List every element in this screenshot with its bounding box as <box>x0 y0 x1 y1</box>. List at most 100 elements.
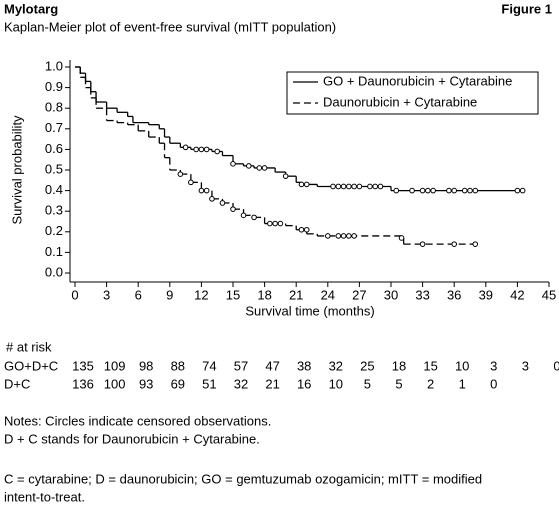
risk-count: 51 <box>202 376 216 391</box>
risk-count: 25 <box>360 358 374 373</box>
x-tick-label: 18 <box>257 287 271 302</box>
censor-mark <box>472 241 479 247</box>
risk-count: 109 <box>104 358 126 373</box>
x-tick-label: 45 <box>542 287 556 302</box>
censor-mark <box>272 220 278 227</box>
censor-mark <box>325 233 331 239</box>
censor-mark <box>214 148 220 155</box>
y-tick-label: 0.7 <box>45 120 63 135</box>
risk-count: 21 <box>265 376 279 391</box>
censor-mark <box>377 183 384 190</box>
x-tick-label: 30 <box>384 287 398 302</box>
censor-mark <box>467 187 473 194</box>
censor-mark <box>409 187 415 194</box>
censor-mark <box>230 161 236 167</box>
y-tick-label: 1.0 <box>45 58 63 73</box>
censor-mark <box>335 183 342 190</box>
censor-mark <box>198 187 205 194</box>
x-tick-label: 12 <box>194 287 208 302</box>
risk-count: 5 <box>395 376 402 391</box>
risk-title: # at risk <box>6 339 52 354</box>
risk-count: 100 <box>104 376 126 391</box>
risk-count: 0 <box>553 358 559 373</box>
risk-count: 136 <box>72 376 94 391</box>
censor-mark <box>340 233 347 239</box>
y-tick-label: 0.3 <box>45 203 63 218</box>
x-tick-label: 9 <box>166 287 173 302</box>
y-tick-label: 0.4 <box>45 182 63 197</box>
censor-mark <box>203 146 210 153</box>
y-tick-label: 0.6 <box>45 141 63 156</box>
risk-row-label: D+C <box>4 376 30 391</box>
censor-mark <box>203 187 210 194</box>
note: Notes: Circles indicate censored observa… <box>4 413 271 428</box>
censor-mark <box>419 241 426 247</box>
risk-count: 47 <box>265 358 279 373</box>
chart-title: Kaplan-Meier plot of event-free survival… <box>4 19 336 34</box>
x-tick-label: 39 <box>479 287 493 302</box>
risk-count: 32 <box>234 376 248 391</box>
x-tick-label: 6 <box>135 287 142 302</box>
censor-mark <box>182 144 189 151</box>
risk-count: 88 <box>171 358 185 373</box>
risk-row-label: GO+D+C <box>4 358 58 373</box>
censor-mark <box>356 183 363 190</box>
x-tick-label: 21 <box>289 287 303 302</box>
risk-count: 98 <box>139 358 153 373</box>
censor-mark <box>267 220 273 227</box>
censor-mark <box>367 183 373 190</box>
legend-label: GO + Daunorubicin + Cytarabine <box>323 73 512 88</box>
censor-mark <box>246 163 252 169</box>
censor-mark <box>346 183 352 190</box>
censor-mark <box>298 181 305 188</box>
censor-mark <box>351 233 357 239</box>
risk-count: 135 <box>72 358 94 373</box>
censor-mark <box>261 165 268 171</box>
x-tick-label: 27 <box>352 287 366 302</box>
risk-count: 0 <box>490 376 497 391</box>
censor-mark <box>346 233 352 239</box>
censor-mark <box>282 173 289 179</box>
censor-mark <box>303 181 310 188</box>
censor-mark <box>425 187 431 194</box>
risk-count: 3 <box>490 358 497 373</box>
y-tick-label: 0.9 <box>45 79 63 94</box>
censor-mark <box>209 196 215 202</box>
x-tick-label: 24 <box>321 287 335 302</box>
risk-count: 18 <box>392 358 406 373</box>
censor-mark <box>240 212 247 219</box>
y-tick-label: 0.5 <box>45 161 63 176</box>
censor-mark <box>398 235 405 241</box>
x-tick-label: 42 <box>510 287 524 302</box>
x-tick-label: 36 <box>447 287 461 302</box>
censor-mark <box>188 179 194 186</box>
risk-count: 2 <box>427 376 434 391</box>
risk-count: 15 <box>423 358 437 373</box>
x-tick-label: 3 <box>103 287 110 302</box>
footnote: C = cytarabine; D = daunorubicin; GO = g… <box>4 471 482 486</box>
censor-mark <box>372 183 379 190</box>
x-tick-label: 15 <box>226 287 240 302</box>
y-axis-label: Survival probability <box>9 115 24 225</box>
risk-count: 57 <box>234 358 248 373</box>
censor-mark <box>340 183 347 190</box>
censor-mark <box>177 171 184 177</box>
x-tick-label: 33 <box>415 287 429 302</box>
censor-mark <box>472 187 479 194</box>
risk-count: 5 <box>364 376 371 391</box>
censor-mark <box>219 200 226 206</box>
y-tick-label: 0.8 <box>45 100 63 115</box>
censor-mark <box>514 187 521 194</box>
censor-mark <box>330 183 336 190</box>
risk-count: 10 <box>329 376 343 391</box>
censor-mark <box>303 226 310 233</box>
risk-count: 38 <box>297 358 311 373</box>
footnote: intent-to-treat. <box>4 489 85 504</box>
figure-label: Figure 1 <box>501 1 552 16</box>
censor-mark <box>451 187 458 194</box>
y-tick-label: 0.1 <box>45 244 63 259</box>
legend-box <box>286 71 539 115</box>
risk-count: 93 <box>139 376 153 391</box>
censor-mark <box>519 187 526 194</box>
